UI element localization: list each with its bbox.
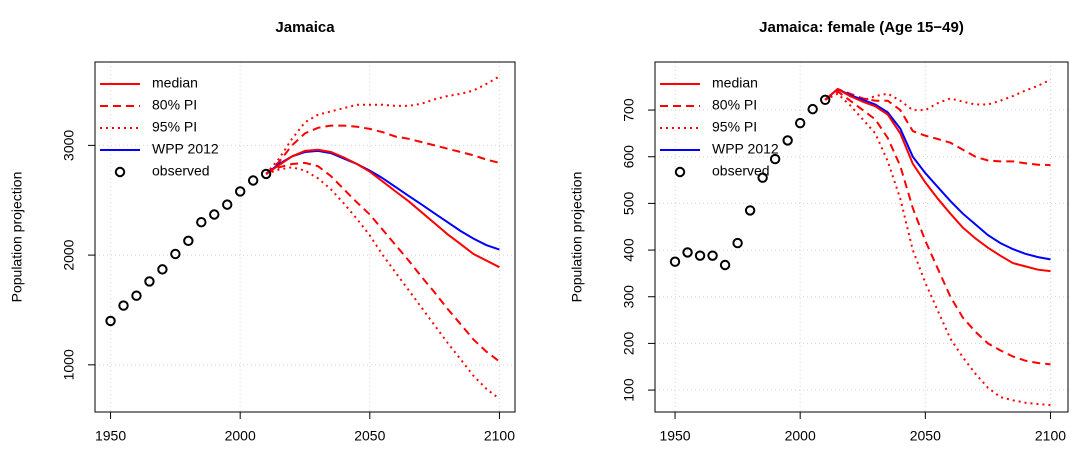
observed-point — [234, 186, 246, 197]
x-tick-label: 2000 — [225, 428, 256, 444]
series-line — [265, 124, 500, 175]
legend-label: 95% PI — [152, 119, 197, 135]
observed-point — [170, 248, 181, 260]
observed-point — [118, 300, 129, 311]
observed-point — [144, 276, 155, 287]
x-tick-label: 2100 — [484, 428, 515, 444]
series-line — [824, 78, 1051, 112]
plot-frame — [94, 61, 516, 413]
observed-point — [105, 315, 116, 327]
observed-point — [694, 250, 706, 261]
y-tick-label: 3000 — [61, 130, 77, 161]
observed-point — [669, 256, 681, 267]
y-tick-label: 400 — [621, 238, 637, 262]
observed-point — [247, 175, 259, 186]
observed-point — [744, 205, 756, 216]
observed-point — [222, 199, 233, 210]
observed-point — [131, 290, 142, 301]
observed-point — [209, 209, 220, 220]
y-tick-label: 200 — [621, 332, 637, 356]
y-tick-label: 100 — [621, 378, 637, 402]
y-tick-label: 300 — [621, 285, 637, 309]
x-tick-label: 2050 — [354, 428, 385, 444]
legend-label: median — [152, 75, 198, 91]
legend-label: 80% PI — [712, 97, 757, 113]
legend-label: 95% PI — [712, 119, 757, 135]
series-line — [824, 87, 1051, 167]
series-line — [824, 92, 1051, 406]
legend-label: observed — [152, 163, 210, 179]
legend-marker — [674, 166, 686, 178]
y-tick-label: 500 — [621, 192, 637, 216]
observed-point — [260, 168, 272, 180]
observed-point — [782, 135, 793, 146]
x-tick-label: 2100 — [1035, 428, 1066, 444]
legend-marker — [114, 166, 126, 178]
series-line — [824, 87, 1051, 273]
observed-point — [732, 237, 743, 249]
observed-point — [682, 247, 693, 258]
legend-label: median — [712, 75, 758, 91]
x-tick-label: 2000 — [785, 428, 816, 444]
chart-title: Jamaica — [275, 19, 335, 36]
observed-point — [807, 103, 818, 115]
observed-point — [769, 153, 781, 165]
y-tick-label: 1000 — [61, 349, 77, 380]
x-tick-label: 1950 — [95, 428, 126, 444]
observed-point — [183, 235, 194, 247]
y-tick-label: 2000 — [61, 239, 77, 270]
chart-title: Jamaica: female (Age 15−49) — [759, 19, 964, 36]
legend-label: WPP 2012 — [152, 141, 219, 157]
y-axis-label: Population projection — [569, 172, 585, 303]
observed-point — [820, 94, 831, 106]
observed-point — [196, 216, 207, 228]
observed-point — [707, 250, 718, 261]
series-line — [824, 90, 1051, 366]
x-tick-label: 1950 — [659, 428, 690, 444]
series-line — [265, 148, 500, 269]
series-line — [265, 166, 501, 400]
observed-point — [794, 117, 806, 129]
series-line — [265, 161, 501, 363]
x-tick-label: 2050 — [910, 428, 941, 444]
y-tick-label: 600 — [621, 145, 637, 169]
series-line — [824, 87, 1051, 261]
observed-point — [157, 264, 168, 275]
series-line — [265, 149, 500, 251]
y-axis-label: Population projection — [9, 172, 25, 303]
legend-label: 80% PI — [152, 97, 197, 113]
y-tick-label: 700 — [621, 98, 637, 122]
observed-point — [757, 172, 768, 183]
series-line — [265, 75, 500, 175]
panel: Jamaica Population projection 1950 2000 2050… — [9, 19, 516, 444]
observed-point — [719, 259, 731, 271]
legend-label: WPP 2012 — [712, 141, 779, 157]
legend-label: observed — [712, 163, 770, 179]
panel: Jamaica: female (Age 15−49) Population pr… — [569, 19, 1069, 444]
plot-frame — [654, 61, 1069, 413]
